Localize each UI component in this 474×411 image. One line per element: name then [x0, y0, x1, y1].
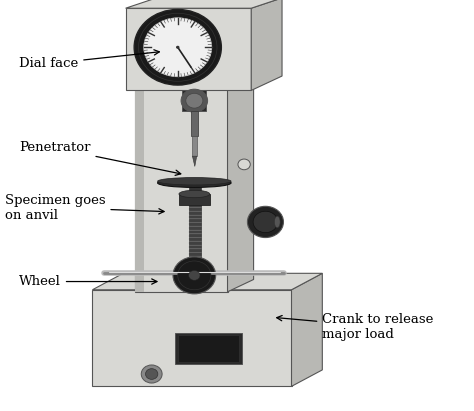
Text: Wheel: Wheel	[19, 275, 157, 288]
Bar	[135, 78, 144, 292]
Polygon shape	[126, 0, 282, 8]
Circle shape	[134, 9, 221, 85]
Circle shape	[181, 89, 208, 112]
Bar	[175, 333, 242, 364]
Circle shape	[146, 369, 158, 379]
Text: Specimen goes
on anvil: Specimen goes on anvil	[5, 194, 164, 222]
Bar	[191, 111, 198, 136]
Circle shape	[173, 257, 216, 294]
Circle shape	[238, 159, 250, 170]
Ellipse shape	[157, 178, 231, 187]
Polygon shape	[292, 273, 322, 386]
Ellipse shape	[157, 178, 231, 185]
Text: Penetrator: Penetrator	[19, 141, 181, 175]
Bar	[182, 90, 206, 111]
Circle shape	[253, 211, 278, 233]
Bar	[189, 203, 201, 267]
Circle shape	[144, 18, 212, 77]
Polygon shape	[92, 273, 322, 290]
Circle shape	[176, 46, 180, 49]
Ellipse shape	[274, 216, 280, 228]
Circle shape	[186, 93, 203, 108]
Bar	[135, 78, 228, 292]
Circle shape	[189, 270, 200, 280]
Bar	[179, 194, 210, 206]
Bar	[192, 136, 197, 156]
Text: Dial face: Dial face	[19, 50, 159, 70]
Polygon shape	[251, 0, 282, 90]
Ellipse shape	[179, 190, 210, 198]
Polygon shape	[228, 78, 254, 292]
Text: Crank to release
major load: Crank to release major load	[277, 313, 434, 341]
Bar	[178, 335, 239, 362]
Circle shape	[247, 206, 283, 238]
Bar	[92, 290, 292, 386]
Circle shape	[141, 365, 162, 383]
Polygon shape	[192, 156, 197, 166]
Circle shape	[178, 261, 211, 290]
Circle shape	[138, 13, 217, 81]
Bar	[126, 8, 251, 90]
Bar	[189, 183, 201, 194]
